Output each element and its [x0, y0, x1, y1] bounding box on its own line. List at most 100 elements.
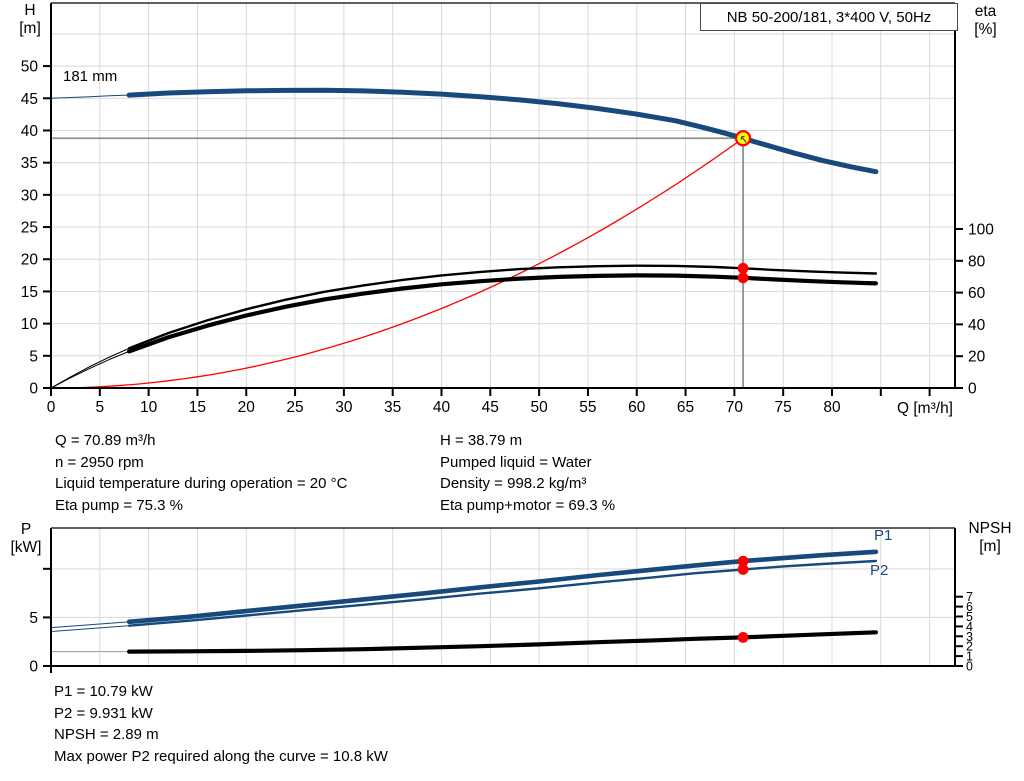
info-line: Max power P2 required along the curve = …: [54, 748, 388, 766]
info-line: Pumped liquid = Water: [440, 453, 592, 471]
p-tick-label: 0: [29, 659, 38, 676]
pump-title-box: NB 50-200/181, 3*400 V, 50Hz: [700, 3, 958, 31]
head_181mm-curve: [126, 87, 879, 175]
head-chart-plot-area[interactable]: [51, 3, 955, 388]
q-tick-label: 0: [47, 399, 56, 416]
P2-curve: [127, 559, 878, 627]
P1-curve-thin: [50, 621, 130, 629]
head-chart-ticks: 0 5 10 15 20 25 30 35 40 45 50 55 60 65 70 75 80 0 5 10 15 20…: [21, 59, 994, 416]
npsh-tick-label: 3: [966, 630, 973, 644]
impeller-size-annotation: 181 mm: [63, 68, 118, 85]
q-tick-label: 50: [530, 399, 548, 416]
eta-tick-label: 0: [968, 381, 977, 398]
P1-curve: [126, 549, 879, 625]
npsh-tick-label: 2: [966, 640, 973, 654]
eta-tick-label: 100: [968, 222, 994, 239]
head_181mm-curve-thin: [50, 94, 130, 99]
q-tick-label: 10: [140, 399, 158, 416]
eta_pump_motor-curve: [127, 273, 879, 354]
p2-curve-label: P2: [870, 562, 889, 579]
p1-duty-dot: [737, 555, 749, 567]
h-tick-label: 15: [21, 284, 38, 301]
eta-axis-name: eta: [974, 3, 997, 20]
eta-axis-title: eta [%]: [963, 3, 1008, 38]
h-tick-label: 35: [21, 155, 38, 172]
info-line: Eta pump = 75.3 %: [55, 497, 183, 515]
q-tick-label: 5: [95, 399, 104, 416]
h-tick-label: 10: [21, 316, 39, 333]
q-tick-label: 65: [677, 399, 694, 416]
h-axis-name: H: [24, 2, 36, 19]
npsh-duty-dot: [737, 631, 749, 643]
p-axis-unit: [kW]: [10, 538, 42, 556]
h-tick-label: 40: [21, 123, 39, 140]
h-axis-unit: [m]: [19, 19, 41, 37]
p-axis-title: P [kW]: [3, 521, 49, 556]
q-tick-label: 80: [823, 399, 841, 416]
p2-duty-dot: [737, 564, 749, 575]
p1-curve-label: P1: [874, 527, 893, 544]
info-line: NPSH = 2.89 m: [54, 726, 159, 744]
q-tick-label: 70: [726, 399, 744, 416]
info-line: Density = 998.2 kg/m³: [440, 475, 587, 493]
duty-point-marker[interactable]: [734, 130, 752, 147]
info-line: Q = 70.89 m³/h: [55, 432, 156, 449]
info-line: P1 = 10.79 kW: [54, 683, 153, 700]
eta-duty-dot: [737, 262, 749, 274]
eta-tick-label: 60: [968, 285, 986, 302]
system-curve: [50, 137, 744, 389]
head-chart-gridlines: [51, 3, 955, 388]
result-info: P1 = 10.79 kW P2 = 9.931 kW NPSH = 2.89 m M…: [54, 681, 388, 768]
npsh-axis-name: NPSH: [968, 520, 1012, 537]
eta-axis-unit: [%]: [974, 20, 997, 38]
eta-tick-label: 20: [968, 349, 986, 366]
h-axis-title: H [m]: [9, 2, 51, 37]
npsh-tick-label: 0: [966, 660, 973, 674]
q-axis-title: Q [m³/h]: [897, 400, 953, 417]
npsh-axis-title: NPSH [m]: [961, 520, 1019, 555]
p-axis-name: P: [20, 521, 32, 538]
info-line: Eta pump+motor = 69.3 %: [440, 497, 616, 515]
npsh-tick-label: 4: [966, 620, 973, 634]
q-tick-label: 35: [384, 399, 401, 416]
q-tick-label: 55: [579, 399, 596, 416]
eta-duty-dot: [737, 272, 749, 284]
h-tick-label: 50: [21, 59, 39, 76]
duty-info-left: Q = 70.89 m³/h n = 2950 rpm Liquid tempera…: [55, 430, 347, 517]
h-tick-label: 25: [21, 220, 38, 237]
h-tick-label: 20: [21, 252, 39, 269]
q-tick-label: 40: [433, 399, 451, 416]
head-capacity-chart: 0 5 10 15 20 25 30 35 40 45 50 55 60 65 70 75 80 0 5 10 15 20…: [21, 2, 994, 416]
info-line: Liquid temperature during operation = 20…: [55, 475, 348, 493]
q-tick-label: 30: [335, 399, 353, 416]
q-tick-label: 75: [775, 399, 792, 416]
npsh-tick-label: 7: [966, 590, 973, 604]
eta_pump_motor-curve-thin: [50, 350, 130, 389]
npsh-tick-label: 6: [966, 600, 973, 614]
info-line: P2 = 9.931 kW: [54, 704, 153, 722]
h-tick-label: 5: [29, 348, 38, 365]
NPSH-curve: [127, 630, 879, 654]
info-line: n = 2950 rpm: [55, 453, 144, 471]
eta_pump-curve-thin: [50, 347, 130, 389]
eta-tick-label: 80: [968, 253, 986, 270]
npsh-tick-label: 1: [966, 650, 973, 664]
h-tick-label: 0: [29, 381, 38, 398]
info-line: H = 38.79 m: [440, 432, 523, 449]
duty-info-right: H = 38.79 m Pumped liquid = Water Density …: [440, 430, 615, 517]
q-tick-label: 45: [482, 399, 499, 416]
q-tick-label: 15: [189, 399, 206, 416]
power-chart-plot-area[interactable]: [51, 528, 955, 666]
P2-curve-thin: [50, 625, 130, 632]
eta_pump-curve: [127, 264, 878, 350]
q-tick-label: 60: [628, 399, 646, 416]
npsh-axis-unit: [m]: [979, 537, 1001, 555]
p-tick-label: 5: [29, 610, 38, 627]
h-tick-label: 45: [21, 91, 38, 108]
q-tick-label: 25: [286, 399, 303, 416]
q-tick-label: 20: [238, 399, 256, 416]
